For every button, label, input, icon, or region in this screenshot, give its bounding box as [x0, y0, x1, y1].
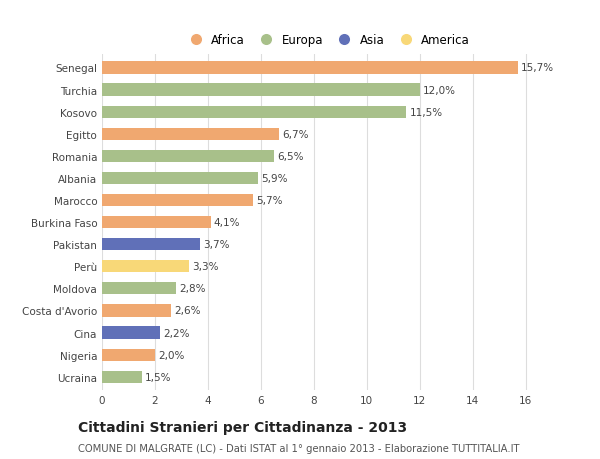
Bar	[102, 305, 171, 317]
Text: 3,7%: 3,7%	[203, 240, 230, 250]
Legend: Africa, Europa, Asia, America: Africa, Europa, Asia, America	[181, 31, 473, 51]
Bar	[102, 327, 160, 339]
Text: 6,7%: 6,7%	[283, 129, 309, 140]
Bar	[102, 283, 176, 295]
Text: COMUNE DI MALGRATE (LC) - Dati ISTAT al 1° gennaio 2013 - Elaborazione TUTTITALI: COMUNE DI MALGRATE (LC) - Dati ISTAT al …	[78, 443, 520, 453]
Text: 6,5%: 6,5%	[277, 151, 304, 162]
Bar	[102, 261, 190, 273]
Text: 2,8%: 2,8%	[179, 284, 206, 294]
Text: 2,2%: 2,2%	[163, 328, 190, 338]
Bar	[102, 106, 406, 118]
Bar	[102, 62, 518, 74]
Bar	[102, 239, 200, 251]
Bar	[102, 195, 253, 207]
Text: 3,3%: 3,3%	[193, 262, 219, 272]
Bar	[102, 173, 258, 185]
Text: 2,6%: 2,6%	[174, 306, 200, 316]
Text: 12,0%: 12,0%	[423, 85, 456, 95]
Text: 5,7%: 5,7%	[256, 196, 283, 206]
Bar	[102, 84, 419, 96]
Text: 4,1%: 4,1%	[214, 218, 240, 228]
Bar	[102, 217, 211, 229]
Text: 2,0%: 2,0%	[158, 350, 184, 360]
Text: 1,5%: 1,5%	[145, 372, 172, 382]
Text: 5,9%: 5,9%	[262, 174, 288, 184]
Bar	[102, 371, 142, 383]
Text: 15,7%: 15,7%	[521, 63, 554, 73]
Bar	[102, 151, 274, 162]
Text: 11,5%: 11,5%	[410, 107, 443, 118]
Bar	[102, 349, 155, 361]
Bar	[102, 129, 280, 140]
Text: Cittadini Stranieri per Cittadinanza - 2013: Cittadini Stranieri per Cittadinanza - 2…	[78, 420, 407, 434]
